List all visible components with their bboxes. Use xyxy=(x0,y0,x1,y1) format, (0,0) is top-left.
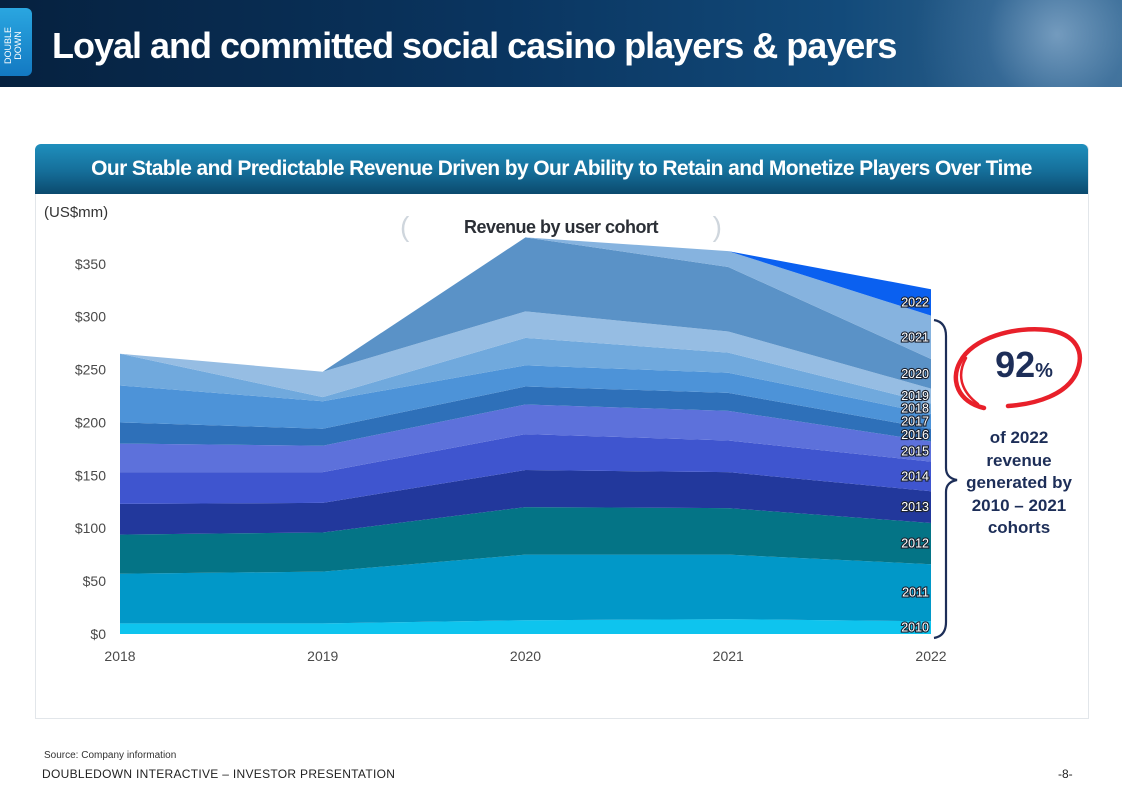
area-cohort-2020 xyxy=(120,237,931,389)
header-tiger-artwork xyxy=(862,0,1122,87)
area-cohort-2010 xyxy=(120,619,931,634)
cohort-label-2016: 2016 xyxy=(901,428,929,442)
note-line: 2010 – 2021 xyxy=(971,495,1067,515)
cohort-brace-icon xyxy=(933,318,958,640)
area-cohort-2014 xyxy=(120,434,931,504)
doubledown-logo: DOUBLE DOWN xyxy=(0,8,32,76)
panel-heading: Our Stable and Predictable Revenue Drive… xyxy=(35,144,1088,194)
area-cohort-2016 xyxy=(120,386,931,446)
chart-title: Revenue by user cohort xyxy=(463,217,659,237)
cohort-label-2021: 2021 xyxy=(901,330,929,344)
note-line: cohorts xyxy=(987,518,1051,537)
area-cohort-2015 xyxy=(120,404,931,473)
y-tick-label: $300 xyxy=(75,309,106,325)
area-cohort-2013 xyxy=(120,470,931,535)
y-tick-label: $50 xyxy=(83,573,107,589)
note-line: revenue xyxy=(986,450,1052,470)
page-number: -8- xyxy=(1058,767,1073,781)
cohort-label-2011: 2011 xyxy=(902,586,929,600)
bracket-right-icon: ) xyxy=(712,211,722,242)
y-tick-label: $100 xyxy=(75,520,106,536)
cohort-label-2018: 2018 xyxy=(901,402,929,416)
page-title: Loyal and committed social casino player… xyxy=(52,25,897,66)
area-cohort-2019 xyxy=(120,311,931,404)
percent-value: 92 xyxy=(995,344,1036,385)
y-tick-label: $350 xyxy=(75,256,106,272)
source-note: Source: Company information xyxy=(44,750,177,761)
cohort-label-2022: 2022 xyxy=(901,295,929,309)
cohort-label-2013: 2013 xyxy=(901,500,929,514)
x-tick-label: 2018 xyxy=(104,648,135,664)
y-tick-label: $200 xyxy=(75,414,106,430)
highlight-circle-icon xyxy=(953,327,1082,411)
header-bar: DOUBLE DOWN Loyal and committed social c… xyxy=(0,0,1122,87)
area-cohort-2012 xyxy=(120,507,931,574)
cohort-label-2020: 2020 xyxy=(901,367,929,381)
area-cohort-2018 xyxy=(120,337,931,414)
cohort-label-2019: 2019 xyxy=(901,389,929,403)
x-tick-label: 2022 xyxy=(915,648,946,664)
cohort-label-2017: 2017 xyxy=(901,414,929,428)
cohort-label-2014: 2014 xyxy=(901,469,929,483)
y-tick-label: $0 xyxy=(90,626,106,642)
unit-label: (US$mm) xyxy=(44,204,109,221)
note-line: of 2022 xyxy=(989,428,1049,447)
area-cohort-2011 xyxy=(120,554,931,624)
x-tick-label: 2021 xyxy=(713,648,744,664)
cohort-label-2012: 2012 xyxy=(901,537,929,551)
area-cohort-2017 xyxy=(120,365,931,429)
y-tick-label: $250 xyxy=(75,362,106,378)
cohort-label-2015: 2015 xyxy=(901,445,929,459)
x-tick-label: 2019 xyxy=(307,648,338,664)
bracket-left-icon: ( xyxy=(400,211,410,242)
note-line: generated by xyxy=(966,473,1072,492)
callout-note: of 2022 revenue generated by 2010 – 2021… xyxy=(958,427,1080,540)
percent-callout: 92% xyxy=(984,344,1064,386)
cohort-label-2010: 2010 xyxy=(901,621,929,635)
y-tick-label: $150 xyxy=(75,467,106,483)
chart-title-box: ( Revenue by user cohort ) xyxy=(400,211,722,242)
percent-sign: % xyxy=(1035,360,1053,382)
x-tick-label: 2020 xyxy=(510,648,541,664)
footer-company: DOUBLEDOWN INTERACTIVE – INVESTOR PRESEN… xyxy=(42,767,396,781)
